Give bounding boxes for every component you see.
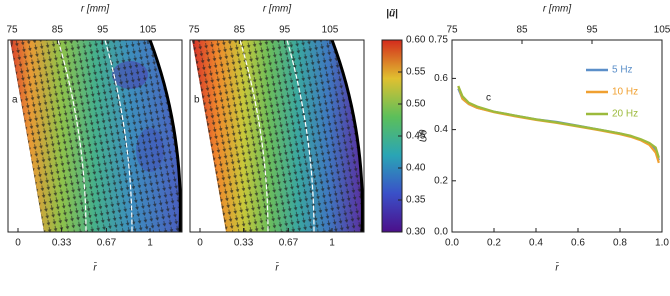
colorbar-title: |ũ| [386, 9, 398, 20]
top-tick-label: 95 [586, 25, 598, 36]
y-tick-label: 0.75 [429, 35, 449, 46]
panel-label: a [12, 95, 18, 106]
colorbar-tick-label: 0.30 [406, 227, 426, 238]
panel-label: c [486, 93, 491, 104]
top-tick-label: 75 [446, 25, 458, 36]
x-tick-label: 0.67 [279, 238, 299, 249]
colorbar-tick-label: 0.60 [406, 35, 426, 46]
top-tick-label: 105 [654, 25, 670, 36]
colorbar-tick-label: 0.45 [406, 131, 426, 142]
y-axis-title: Ũθ [417, 129, 430, 142]
x-tick-label: 0.67 [97, 238, 117, 249]
legend-label: 10 Hz [612, 87, 638, 98]
x-tick-label: 1 [147, 238, 153, 249]
x-tick-label: 0.4 [529, 238, 543, 249]
panel-label: b [194, 95, 200, 106]
y-tick-label: 0.2 [434, 175, 448, 186]
top-axis-title: r [mm] [263, 4, 292, 15]
x-tick-label: 1 [329, 238, 335, 249]
field-image-b [192, 40, 364, 232]
series-line [457, 85, 660, 159]
panel-frame [7, 39, 183, 233]
x-axis-title: r̄ [275, 261, 279, 274]
x-tick-label: 0 [197, 238, 203, 249]
x-tick-label: 0.2 [487, 238, 501, 249]
y-tick-label: 0.0 [434, 227, 448, 238]
x-tick-label: 0.6 [571, 238, 585, 249]
x-tick-label: 0.33 [52, 238, 72, 249]
top-tick-label: 95 [97, 25, 109, 36]
colorbar-tick-label: 0.40 [406, 163, 426, 174]
y-tick-label: 0.6 [434, 73, 448, 84]
colorbar-tick-label: 0.55 [406, 67, 426, 78]
panel-frame [189, 39, 365, 233]
top-tick-label: 95 [279, 25, 291, 36]
x-axis-title: r̄ [555, 261, 559, 274]
x-tick-label: 1.0 [655, 238, 669, 249]
field-image-a [10, 40, 182, 232]
colorbar-tick-label: 0.35 [406, 195, 426, 206]
top-tick-label: 85 [516, 25, 528, 36]
legend-label: 20 Hz [612, 109, 638, 120]
x-tick-label: 0 [15, 238, 21, 249]
x-axis-title: r̄ [93, 261, 97, 274]
top-tick-label: 85 [52, 25, 64, 36]
top-tick-label: 85 [234, 25, 246, 36]
plot-frame [451, 39, 663, 233]
top-tick-label: 105 [322, 25, 339, 36]
top-axis-title: r [mm] [543, 4, 572, 15]
x-tick-label: 0.0 [445, 238, 459, 249]
top-tick-label: 75 [188, 25, 200, 36]
y-tick-label: 0.4 [434, 124, 448, 135]
colorbar-tick-label: 0.50 [406, 99, 426, 110]
x-tick-label: 0.8 [613, 238, 627, 249]
x-tick-label: 0.33 [234, 238, 254, 249]
top-axis-title: r [mm] [81, 4, 110, 15]
legend-label: 5 Hz [612, 65, 633, 76]
top-tick-label: 75 [6, 25, 18, 36]
top-tick-label: 105 [140, 25, 157, 36]
